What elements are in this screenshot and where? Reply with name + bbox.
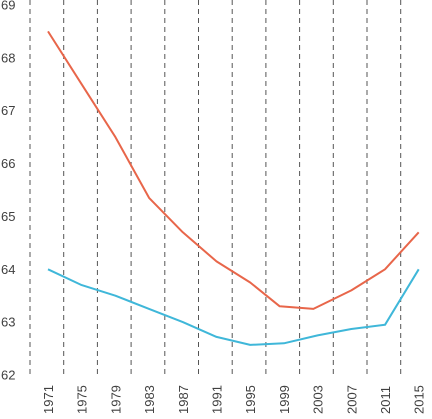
y-tick-label: 66 [1, 156, 15, 171]
x-tick-label: 1987 [176, 385, 191, 414]
series-lines [47, 30, 420, 346]
x-tick-label: 2015 [412, 385, 427, 414]
y-tick-label: 67 [1, 103, 15, 118]
x-tick-label: 1979 [108, 385, 123, 414]
x-tick-label: 1995 [243, 385, 258, 414]
y-tick-label: 64 [1, 262, 15, 277]
x-tick-label: 1991 [210, 385, 225, 414]
grid-lines [29, 0, 402, 378]
y-tick-label: 62 [1, 368, 15, 383]
y-tick-label: 68 [1, 50, 15, 65]
x-tick-label: 1983 [142, 385, 157, 414]
y-tick-label: 69 [1, 0, 15, 13]
series-line-1 [47, 30, 420, 310]
y-axis-ticks: 62 63 64 65 66 67 68 69 [1, 0, 15, 383]
x-tick-label: 2003 [311, 385, 326, 414]
x-tick-label: 1975 [75, 385, 90, 414]
x-axis-ticks: 1971 1975 1979 1983 1987 1991 1995 1999 2003 2007… [41, 385, 427, 414]
y-tick-label: 65 [1, 209, 15, 224]
x-tick-label: 1999 [277, 385, 292, 414]
x-tick-label: 1971 [41, 385, 56, 414]
series-line-2 [47, 268, 420, 346]
x-tick-label: 2007 [344, 385, 359, 414]
y-tick-label: 63 [1, 315, 15, 330]
x-tick-label: 2011 [378, 386, 393, 414]
